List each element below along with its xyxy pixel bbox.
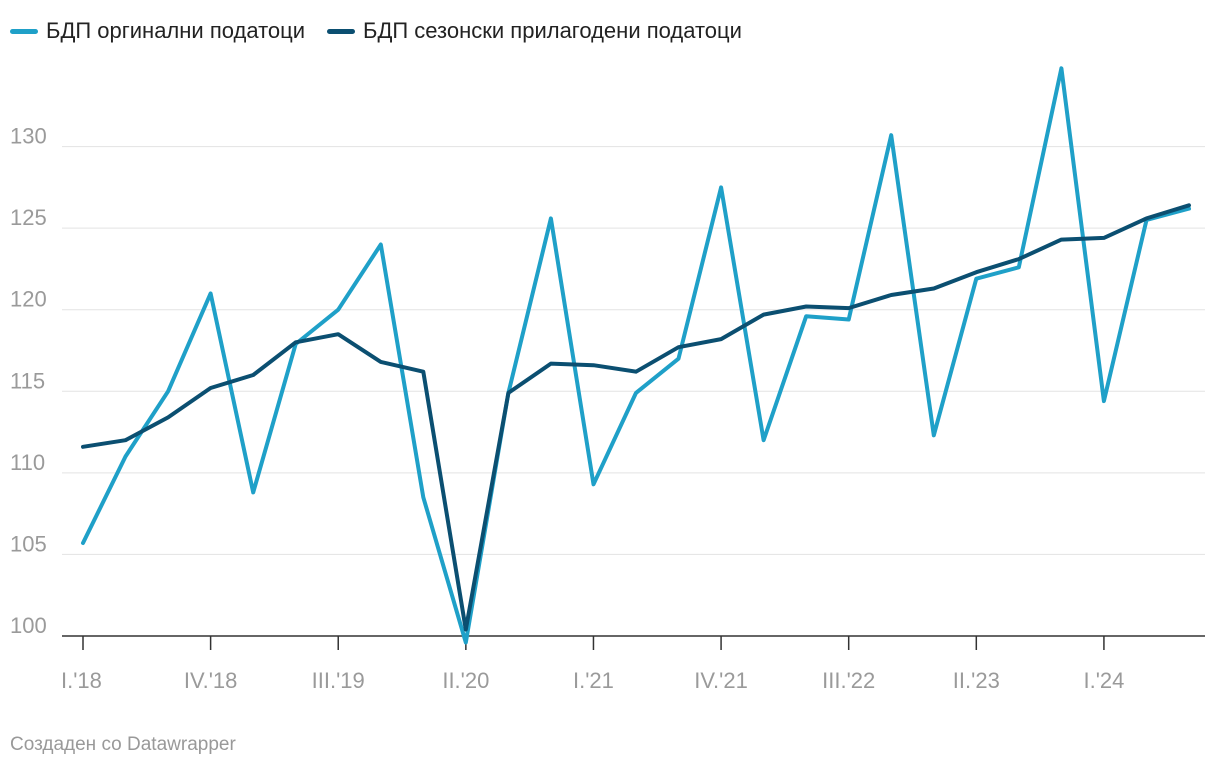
series-line-seasonal [81, 203, 1191, 632]
series-line-original [81, 66, 1191, 645]
y-tick-label: 110 [10, 450, 45, 475]
y-tick-label: 120 [10, 287, 47, 312]
x-tick-label: I.'24 [1083, 668, 1124, 693]
x-tick-label: II.'20 [442, 668, 489, 693]
legend-item-original: БДП оргинални податоци [10, 18, 305, 44]
line-chart: 100 105 110 115 120 125 130 I.'18 IV.'18 III.'19 I… [10, 66, 1205, 693]
footer-credit: Создаден со Datawrapper [10, 734, 236, 755]
y-tick-label: 105 [10, 531, 47, 556]
legend-swatch-seasonal [327, 28, 356, 34]
legend-swatch-original [10, 28, 38, 34]
y-tick-label: 100 [10, 613, 47, 638]
legend-label-original: БДП оргинални податоци [46, 18, 306, 43]
x-tick-label: III.'22 [822, 668, 875, 693]
chart-legend: БДП оргинални податоци БДП сезонски прил… [10, 16, 764, 46]
legend-label-seasonal: БДП сезонски прилагодени податоци [363, 18, 742, 43]
legend-item-seasonal: БДП сезонски прилагодени податоци [327, 18, 742, 44]
x-tick-label: III.'19 [312, 668, 365, 693]
y-tick-label: 125 [10, 205, 47, 230]
y-tick-label: 115 [10, 368, 45, 393]
x-tick-label: I.'18 [61, 668, 102, 693]
x-tick-label: IV.'21 [694, 668, 748, 693]
y-tick-label: 130 [10, 124, 47, 149]
x-tick-label: IV.'18 [184, 668, 238, 693]
x-tick-label: I.'21 [573, 668, 614, 693]
x-tick-label: II.'23 [953, 668, 1000, 693]
